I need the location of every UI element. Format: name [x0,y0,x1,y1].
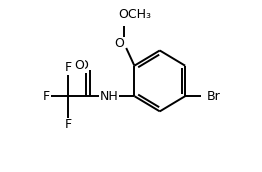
Text: OCH₃: OCH₃ [118,8,151,22]
Text: F: F [65,118,72,131]
Text: F: F [43,90,50,103]
Text: O: O [114,37,124,50]
Text: NH: NH [100,90,118,103]
Text: F: F [65,61,72,74]
Text: Br: Br [207,90,221,103]
Text: O: O [75,59,84,72]
Text: O: O [78,59,88,72]
